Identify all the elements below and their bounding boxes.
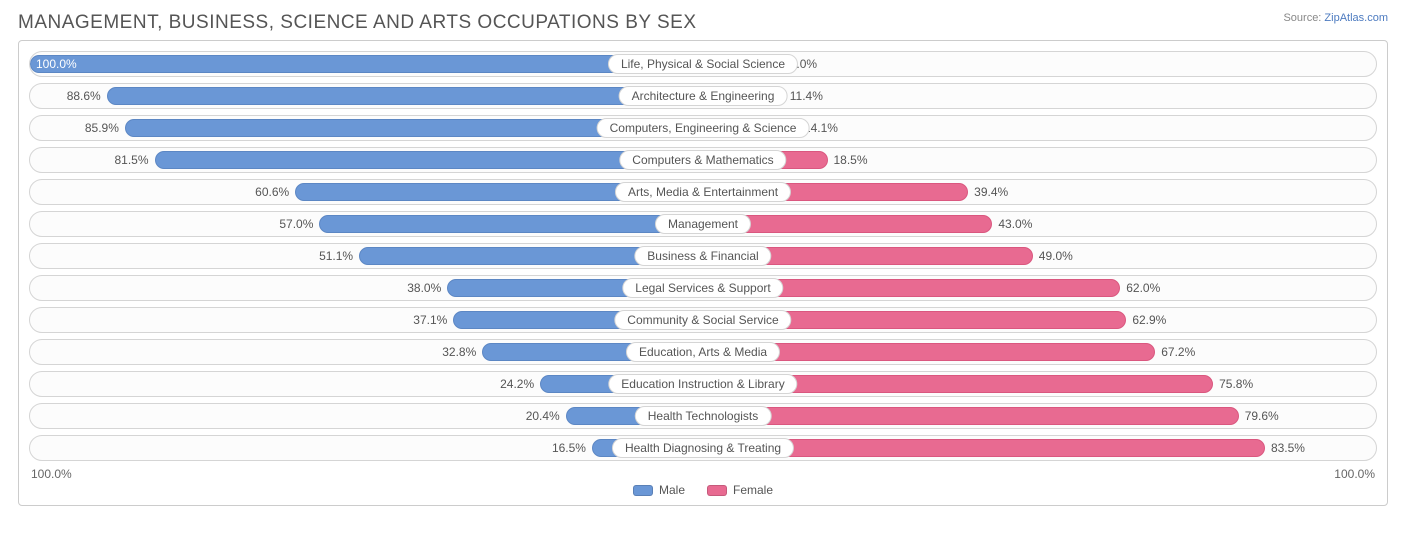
bar-row: 85.9%14.1%Computers, Engineering & Scien… bbox=[29, 115, 1377, 141]
female-swatch-icon bbox=[707, 485, 727, 496]
category-label: Management bbox=[655, 214, 751, 234]
category-label: Health Technologists bbox=[635, 406, 772, 426]
legend-male-label: Male bbox=[659, 483, 685, 497]
bar-row: 32.8% 67.2% Education, Arts & Media bbox=[29, 339, 1377, 365]
male-value-label: 81.5% bbox=[114, 154, 148, 166]
chart-frame: 100.0%0.0%Life, Physical & Social Scienc… bbox=[18, 40, 1388, 506]
female-value-label: 49.0% bbox=[1039, 250, 1073, 262]
female-value-label: 18.5% bbox=[834, 154, 868, 166]
category-label: Legal Services & Support bbox=[622, 278, 783, 298]
female-value-label: 43.0% bbox=[998, 218, 1032, 230]
male-value-label: 57.0% bbox=[279, 218, 313, 230]
chart-header: MANAGEMENT, BUSINESS, SCIENCE AND ARTS O… bbox=[18, 12, 1388, 34]
legend: Male Female bbox=[29, 483, 1377, 497]
male-swatch-icon bbox=[633, 485, 653, 496]
male-value-label: 16.5% bbox=[552, 442, 586, 454]
female-value-label: 39.4% bbox=[974, 186, 1008, 198]
legend-female: Female bbox=[707, 483, 773, 497]
category-label: Arts, Media & Entertainment bbox=[615, 182, 791, 202]
category-label: Community & Social Service bbox=[614, 310, 791, 330]
male-value-label: 38.0% bbox=[407, 282, 441, 294]
male-value-label: 20.4% bbox=[526, 410, 560, 422]
male-bar bbox=[319, 215, 703, 233]
male-value-label: 37.1% bbox=[413, 314, 447, 326]
female-value-label: 75.8% bbox=[1219, 378, 1253, 390]
female-value-label: 62.0% bbox=[1126, 282, 1160, 294]
chart-rows: 100.0%0.0%Life, Physical & Social Scienc… bbox=[29, 51, 1377, 461]
male-bar bbox=[107, 87, 703, 105]
x-axis: 100.0% 100.0% bbox=[29, 461, 1377, 481]
bar-row: 24.2% 75.8% Education Instruction & Librar… bbox=[29, 371, 1377, 397]
category-label: Education Instruction & Library bbox=[608, 374, 797, 394]
legend-female-label: Female bbox=[733, 483, 773, 497]
bar-row: 81.5% 18.5% Computers & Mathematics bbox=[29, 147, 1377, 173]
female-value-label: 79.6% bbox=[1245, 410, 1279, 422]
male-value-label: 32.8% bbox=[442, 346, 476, 358]
male-value-label: 88.6% bbox=[67, 90, 101, 102]
category-label: Computers, Engineering & Science bbox=[597, 118, 810, 138]
male-value-label: 24.2% bbox=[500, 378, 534, 390]
female-value-label: 83.5% bbox=[1271, 442, 1305, 454]
bar-row: 16.5% 83.5% Health Diagnosing & Treating bbox=[29, 435, 1377, 461]
category-label: Computers & Mathematics bbox=[619, 150, 786, 170]
bar-row: 100.0%0.0%Life, Physical & Social Scienc… bbox=[29, 51, 1377, 77]
category-label: Education, Arts & Media bbox=[626, 342, 780, 362]
chart-title: MANAGEMENT, BUSINESS, SCIENCE AND ARTS O… bbox=[18, 12, 697, 34]
category-label: Architecture & Engineering bbox=[619, 86, 788, 106]
female-bar bbox=[703, 407, 1239, 425]
female-value-label: 11.4% bbox=[790, 90, 823, 102]
male-bar bbox=[30, 55, 703, 73]
female-value-label: 62.9% bbox=[1132, 314, 1166, 326]
axis-left-label: 100.0% bbox=[31, 467, 72, 481]
legend-male: Male bbox=[633, 483, 685, 497]
source-link[interactable]: ZipAtlas.com bbox=[1324, 12, 1388, 24]
bar-row: 88.6% 11.4%Architecture & Engineering bbox=[29, 83, 1377, 109]
bar-row: 60.6% 39.4% Arts, Media & Entertainment bbox=[29, 179, 1377, 205]
chart-source: Source: ZipAtlas.com bbox=[1283, 12, 1388, 24]
axis-right-label: 100.0% bbox=[1334, 467, 1375, 481]
bar-row: 20.4% 79.6% Health Technologists bbox=[29, 403, 1377, 429]
source-prefix: Source: bbox=[1283, 12, 1324, 24]
female-value-label: 67.2% bbox=[1161, 346, 1195, 358]
category-label: Life, Physical & Social Science bbox=[608, 54, 798, 74]
bar-row: 51.1% 49.0% Business & Financial bbox=[29, 243, 1377, 269]
male-value-label: 100.0% bbox=[36, 58, 77, 70]
male-value-label: 85.9% bbox=[85, 122, 119, 134]
male-value-label: 51.1% bbox=[319, 250, 353, 262]
bar-row: 38.0% 62.0% Legal Services & Support bbox=[29, 275, 1377, 301]
bar-row: 37.1% 62.9% Community & Social Service bbox=[29, 307, 1377, 333]
bar-row: 57.0% 43.0% Management bbox=[29, 211, 1377, 237]
male-value-label: 60.6% bbox=[255, 186, 289, 198]
category-label: Business & Financial bbox=[634, 246, 771, 266]
category-label: Health Diagnosing & Treating bbox=[612, 438, 794, 458]
